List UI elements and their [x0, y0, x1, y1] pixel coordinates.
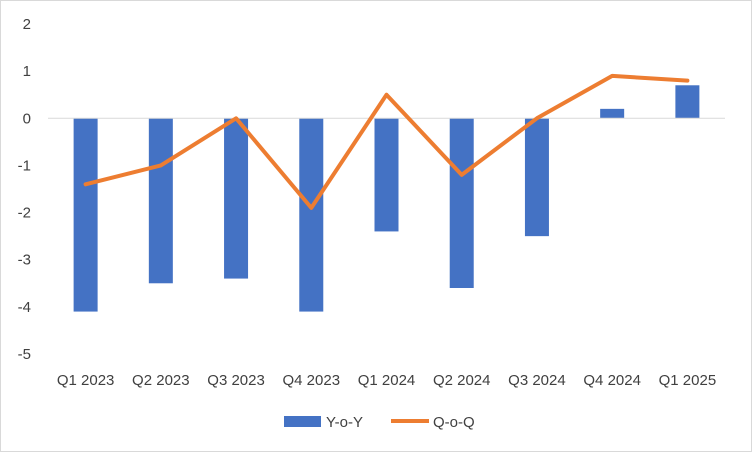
bar-q1-2024 — [374, 118, 399, 232]
legend: Y-o-Y Q-o-Q — [284, 414, 475, 431]
y-axis-tick-labels: 2 1 0 -1 -2 -3 -4 -5 — [18, 16, 31, 363]
x-category-label: Q4 2023 — [283, 372, 341, 389]
bar-q2-2024 — [449, 118, 474, 289]
bar-q2-2023 — [148, 118, 173, 284]
y-tick-label: 1 — [23, 63, 31, 80]
bar-series-y-o-y — [73, 85, 700, 312]
x-category-label: Q1 2023 — [57, 372, 115, 389]
x-axis-category-labels: Q1 2023 Q2 2023 Q3 2023 Q4 2023 Q1 2024 Q2 20… — [57, 372, 716, 389]
legend-swatch-y-o-y — [284, 416, 321, 427]
x-category-label: Q2 2024 — [433, 372, 491, 389]
x-category-label: Q2 2023 — [132, 372, 190, 389]
x-category-label: Q3 2024 — [508, 372, 566, 389]
legend-label-q-o-q: Q-o-Q — [433, 414, 475, 431]
bar-q1-2023 — [73, 118, 98, 312]
x-category-label: Q4 2024 — [583, 372, 641, 389]
y-tick-label: -3 — [18, 252, 31, 269]
x-category-label: Q1 2024 — [358, 372, 416, 389]
bar-q4-2024 — [600, 108, 625, 119]
line-series-q-o-q — [83, 73, 690, 210]
y-tick-label: -5 — [18, 346, 31, 363]
bar-q4-2023 — [299, 118, 324, 312]
y-tick-label: -4 — [18, 299, 31, 316]
bar-q1-2025 — [675, 85, 700, 119]
y-tick-label: -2 — [18, 205, 31, 222]
y-tick-label: 0 — [23, 110, 31, 127]
legend-label-y-o-y: Y-o-Y — [326, 414, 363, 431]
bar-q3-2023 — [224, 118, 249, 279]
y-tick-label: 2 — [23, 16, 31, 33]
x-category-label: Q1 2025 — [659, 372, 717, 389]
x-category-label: Q3 2023 — [207, 372, 265, 389]
bar-q3-2024 — [524, 118, 549, 237]
y-tick-label: -1 — [18, 157, 31, 174]
